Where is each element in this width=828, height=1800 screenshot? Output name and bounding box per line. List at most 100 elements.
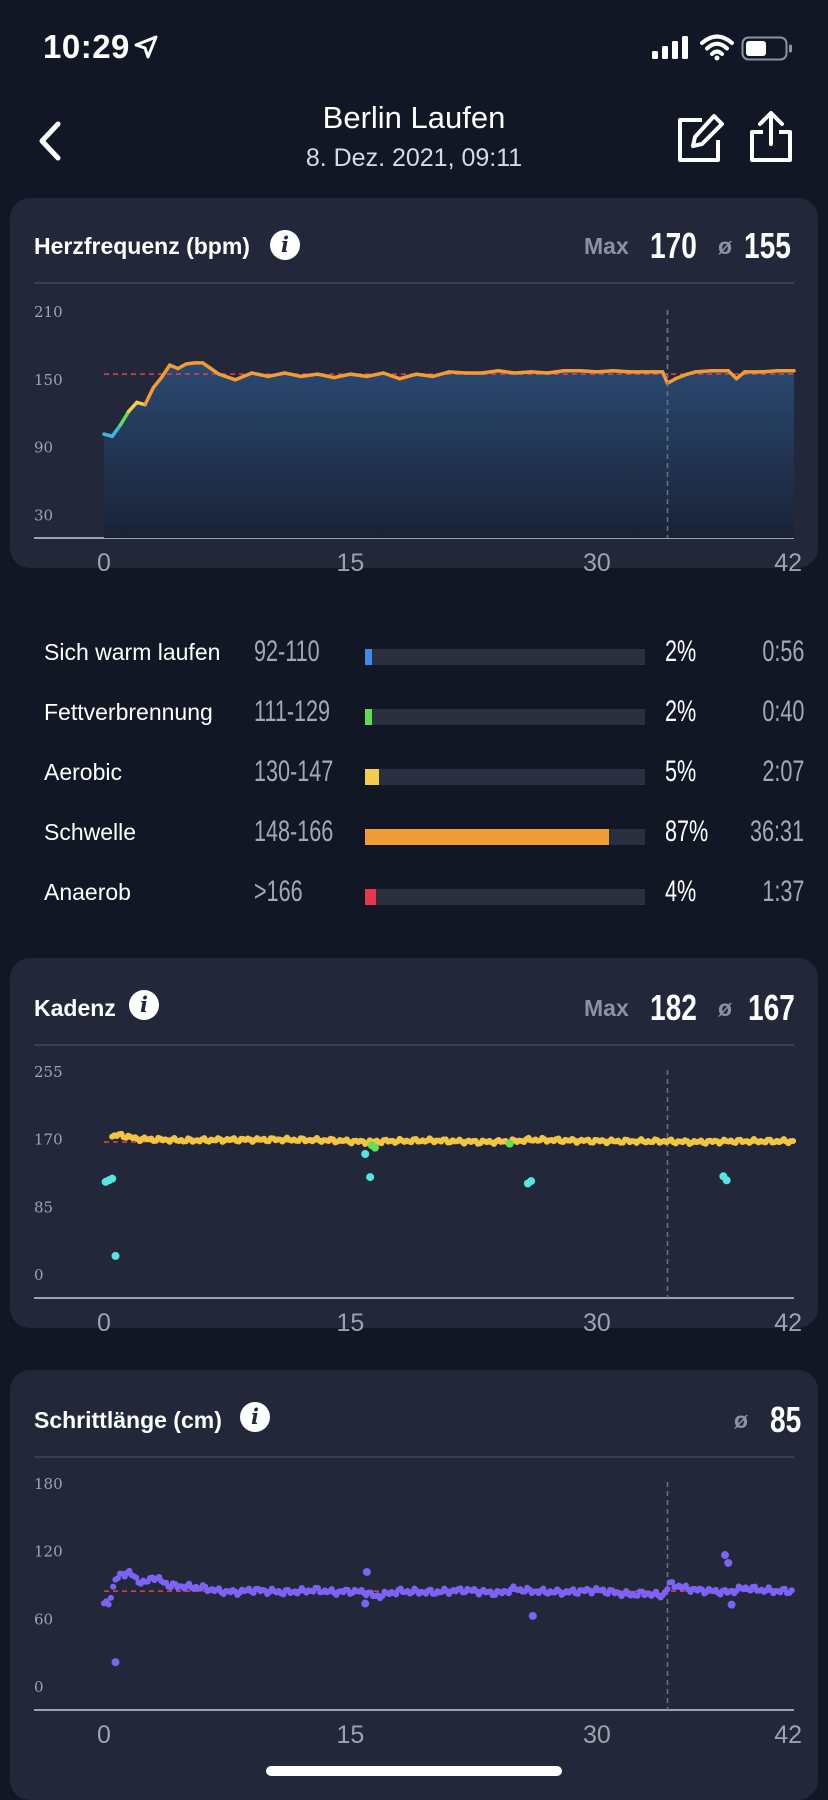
avg-label: ø	[734, 1407, 749, 1433]
zone-name: Schwelle	[44, 819, 137, 845]
y-tick-label: 150	[34, 371, 63, 389]
heart-rate-line-segment	[365, 371, 386, 379]
zone-time: 0:56	[761, 635, 804, 668]
x-tick-label: 15	[337, 1309, 365, 1337]
heart-rate-line-segment	[332, 372, 353, 380]
x-tick-label: 30	[583, 1721, 611, 1749]
max-label: Max	[584, 233, 629, 259]
max-value: 170	[650, 225, 697, 266]
zone-bar-fill	[365, 889, 377, 905]
avg-value: 85	[770, 1399, 802, 1440]
avg-label: ø	[718, 995, 733, 1021]
zone-range: 148-166	[254, 815, 334, 848]
data-point	[111, 1658, 120, 1667]
nav-bar: Berlin Laufen 8. Dez. 2021, 09:11	[0, 92, 828, 182]
zone-name: Aerobic	[44, 759, 122, 785]
status-time: 10:29	[43, 28, 130, 65]
info-icon[interactable]: i	[129, 990, 159, 1020]
x-tick-label: 42	[774, 549, 802, 577]
y-tick-label: 90	[34, 439, 53, 457]
heart-rate-line-segment	[118, 409, 131, 427]
card-divider	[34, 1044, 794, 1046]
x-tick-label: 0	[97, 1721, 111, 1749]
data-point	[371, 1143, 380, 1152]
y-tick-label: 210	[34, 303, 63, 321]
heart-rate-line-segment	[143, 385, 156, 407]
heart-rate-line-segment	[217, 372, 238, 382]
max-label: Max	[584, 995, 629, 1021]
zone-bar-fill	[365, 649, 372, 665]
heart-rate-line-segment	[282, 371, 303, 379]
x-tick-label: 15	[337, 1721, 365, 1749]
zone-time: 36:31	[749, 815, 804, 848]
heart-rate-line-segment	[595, 369, 616, 374]
x-tick-label: 42	[774, 1721, 802, 1749]
data-points	[100, 1567, 795, 1608]
zone-percent: 87%	[665, 815, 709, 848]
heart-rate-line-segment	[447, 370, 468, 375]
zone-bar-fill	[365, 769, 379, 785]
share-icon[interactable]	[748, 110, 794, 164]
wifi-icon	[700, 34, 734, 61]
data-point	[366, 1173, 375, 1182]
y-tick-label: 0	[34, 1266, 44, 1284]
heart-rate-line-segment	[611, 369, 632, 374]
heart-rate-area	[104, 362, 794, 538]
x-tick-label: 0	[97, 1309, 111, 1337]
heart-rate-line-segment	[693, 369, 714, 374]
heart-rate-line-segment	[299, 372, 320, 379]
stride-title: Schrittlänge (cm)	[34, 1407, 222, 1433]
y-tick-label: 85	[34, 1198, 53, 1216]
y-tick-label: 170	[34, 1131, 63, 1149]
y-tick-label: 180	[34, 1475, 63, 1493]
card-divider	[34, 1456, 794, 1458]
heart-rate-line-segment	[126, 400, 139, 414]
zone-name: Anaerob	[44, 879, 131, 905]
heart-rate-line-segment	[673, 372, 689, 381]
y-tick-label: 60	[34, 1610, 53, 1628]
heart-rate-title: Herzfrequenz (bpm)	[34, 233, 250, 259]
zone-bar-track	[365, 709, 645, 725]
page-title: Berlin Laufen	[322, 100, 506, 135]
heart-rate-line-segment	[110, 423, 123, 439]
zone-range: 130-147	[254, 755, 334, 788]
data-points	[109, 1130, 797, 1148]
heart-rate-line-segment	[545, 369, 566, 375]
heart-rate-line-segment	[512, 370, 533, 375]
avg-label: ø	[718, 233, 733, 259]
back-button[interactable]	[34, 118, 74, 164]
heart-rate-line-segment	[496, 369, 517, 375]
location-arrow-icon	[134, 35, 158, 59]
data-point	[361, 1599, 370, 1608]
data-point	[361, 1149, 370, 1158]
page-subtitle: 8. Dez. 2021, 09:11	[305, 144, 523, 172]
zone-range: >166	[254, 875, 303, 908]
avg-value: 155	[744, 225, 791, 266]
x-tick-label: 15	[337, 549, 365, 577]
zone-row: Sich warm laufen 92-110 2% 0:56	[0, 633, 828, 673]
heart-rate-line-segment	[660, 370, 670, 385]
heart-rate-line-segment	[250, 371, 271, 379]
home-indicator	[266, 1766, 562, 1776]
status-bar: 10:29	[0, 0, 828, 90]
info-icon[interactable]: i	[270, 230, 300, 260]
x-tick-label: 30	[583, 549, 611, 577]
zone-percent: 2%	[665, 635, 697, 668]
data-point	[527, 1177, 536, 1186]
zone-range: 111-129	[254, 695, 331, 728]
heart-rate-line-segment	[759, 369, 780, 374]
zone-bar-fill	[365, 829, 609, 845]
y-tick-label: 30	[34, 506, 53, 524]
heart-rate-line-segment	[159, 363, 172, 380]
x-tick-label: 30	[583, 1309, 611, 1337]
y-tick-label: 120	[34, 1543, 63, 1561]
heart-rate-line-segment	[381, 371, 402, 381]
data-point	[724, 1558, 733, 1567]
data-point	[108, 1174, 117, 1183]
data-point	[727, 1600, 736, 1609]
info-icon[interactable]: i	[240, 1402, 270, 1432]
cadence-chart: 255 170 85 0 0 15 30 42	[34, 1063, 802, 1337]
heart-rate-line-segment	[414, 372, 435, 379]
zone-time: 2:07	[761, 755, 804, 788]
edit-icon[interactable]	[676, 114, 724, 164]
